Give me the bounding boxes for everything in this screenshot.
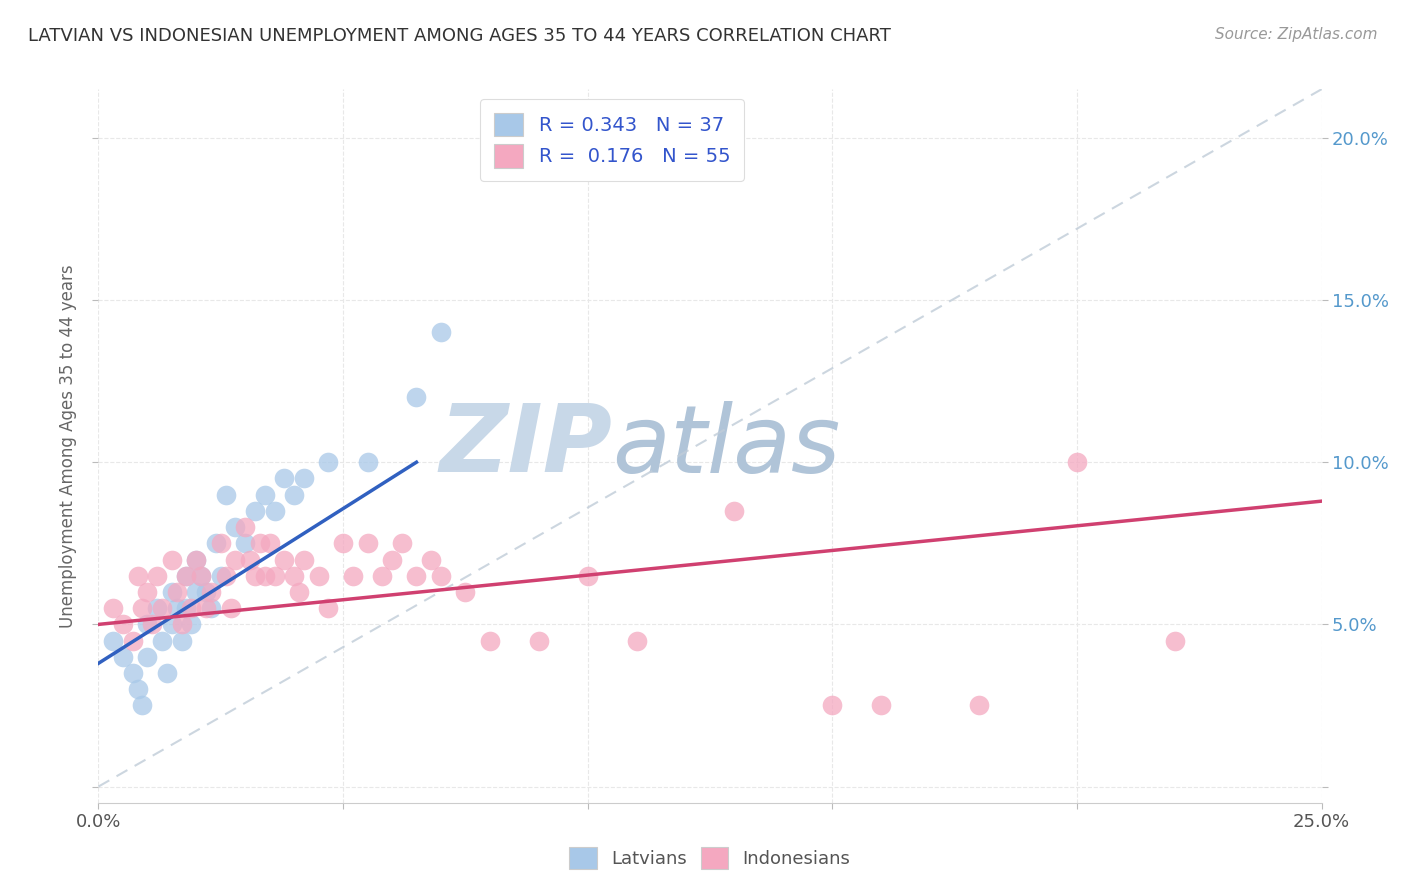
Point bbox=[136, 617, 159, 632]
Point bbox=[214, 488, 236, 502]
Point bbox=[186, 552, 208, 566]
Y-axis label: Unemployment Among Ages 35 to 44 years: Unemployment Among Ages 35 to 44 years bbox=[59, 264, 77, 628]
Point bbox=[166, 585, 188, 599]
Point bbox=[1066, 455, 1088, 469]
Point bbox=[430, 326, 453, 340]
Point bbox=[381, 552, 404, 566]
Point bbox=[723, 504, 745, 518]
Point bbox=[371, 568, 394, 582]
Point bbox=[356, 455, 378, 469]
Point bbox=[170, 617, 193, 632]
Point bbox=[478, 633, 501, 648]
Point bbox=[405, 568, 427, 582]
Point bbox=[160, 585, 183, 599]
Point bbox=[626, 633, 648, 648]
Point bbox=[233, 520, 256, 534]
Point bbox=[332, 536, 354, 550]
Point bbox=[121, 666, 143, 681]
Point bbox=[273, 552, 295, 566]
Point bbox=[160, 552, 183, 566]
Point bbox=[150, 601, 173, 615]
Point bbox=[176, 601, 198, 615]
Point bbox=[283, 568, 305, 582]
Point bbox=[308, 568, 330, 582]
Point bbox=[101, 633, 124, 648]
Point bbox=[111, 649, 134, 664]
Point bbox=[273, 471, 295, 485]
Point bbox=[253, 568, 276, 582]
Point bbox=[342, 568, 364, 582]
Point bbox=[283, 488, 305, 502]
Point bbox=[160, 617, 183, 632]
Point bbox=[205, 536, 228, 550]
Point bbox=[259, 536, 281, 550]
Point bbox=[292, 552, 315, 566]
Point bbox=[186, 552, 208, 566]
Point bbox=[121, 633, 143, 648]
Point bbox=[821, 698, 844, 713]
Point bbox=[195, 601, 218, 615]
Point bbox=[318, 601, 340, 615]
Point bbox=[233, 536, 256, 550]
Point bbox=[195, 585, 218, 599]
Point bbox=[209, 568, 232, 582]
Point bbox=[967, 698, 990, 713]
Point bbox=[263, 568, 285, 582]
Text: Source: ZipAtlas.com: Source: ZipAtlas.com bbox=[1215, 27, 1378, 42]
Legend: Latvians, Indonesians: Latvians, Indonesians bbox=[558, 836, 862, 880]
Point bbox=[190, 568, 212, 582]
Point bbox=[249, 536, 271, 550]
Point bbox=[527, 633, 550, 648]
Point bbox=[127, 682, 149, 697]
Point bbox=[166, 601, 188, 615]
Point bbox=[209, 536, 232, 550]
Point bbox=[1164, 633, 1187, 648]
Point bbox=[176, 568, 198, 582]
Point bbox=[156, 666, 179, 681]
Point bbox=[111, 617, 134, 632]
Text: LATVIAN VS INDONESIAN UNEMPLOYMENT AMONG AGES 35 TO 44 YEARS CORRELATION CHART: LATVIAN VS INDONESIAN UNEMPLOYMENT AMONG… bbox=[28, 27, 891, 45]
Point bbox=[146, 601, 169, 615]
Point bbox=[146, 568, 169, 582]
Point bbox=[253, 488, 276, 502]
Point bbox=[141, 617, 163, 632]
Text: ZIP: ZIP bbox=[439, 400, 612, 492]
Point bbox=[292, 471, 315, 485]
Point bbox=[243, 504, 266, 518]
Point bbox=[243, 568, 266, 582]
Point bbox=[263, 504, 285, 518]
Point bbox=[186, 585, 208, 599]
Point bbox=[219, 601, 242, 615]
Point bbox=[200, 585, 222, 599]
Point bbox=[150, 633, 173, 648]
Point bbox=[131, 698, 153, 713]
Point bbox=[214, 568, 236, 582]
Point bbox=[176, 568, 198, 582]
Point bbox=[170, 633, 193, 648]
Point bbox=[180, 617, 202, 632]
Point bbox=[318, 455, 340, 469]
Point bbox=[420, 552, 443, 566]
Point bbox=[136, 649, 159, 664]
Text: atlas: atlas bbox=[612, 401, 841, 491]
Point bbox=[870, 698, 893, 713]
Point bbox=[200, 601, 222, 615]
Point bbox=[405, 390, 427, 404]
Point bbox=[224, 552, 246, 566]
Point bbox=[131, 601, 153, 615]
Point bbox=[239, 552, 262, 566]
Point bbox=[454, 585, 477, 599]
Point bbox=[576, 568, 599, 582]
Point bbox=[190, 568, 212, 582]
Point bbox=[101, 601, 124, 615]
Point bbox=[430, 568, 453, 582]
Point bbox=[127, 568, 149, 582]
Point bbox=[391, 536, 413, 550]
Point bbox=[356, 536, 378, 550]
Point bbox=[180, 601, 202, 615]
Point bbox=[288, 585, 311, 599]
Point bbox=[136, 585, 159, 599]
Point bbox=[224, 520, 246, 534]
